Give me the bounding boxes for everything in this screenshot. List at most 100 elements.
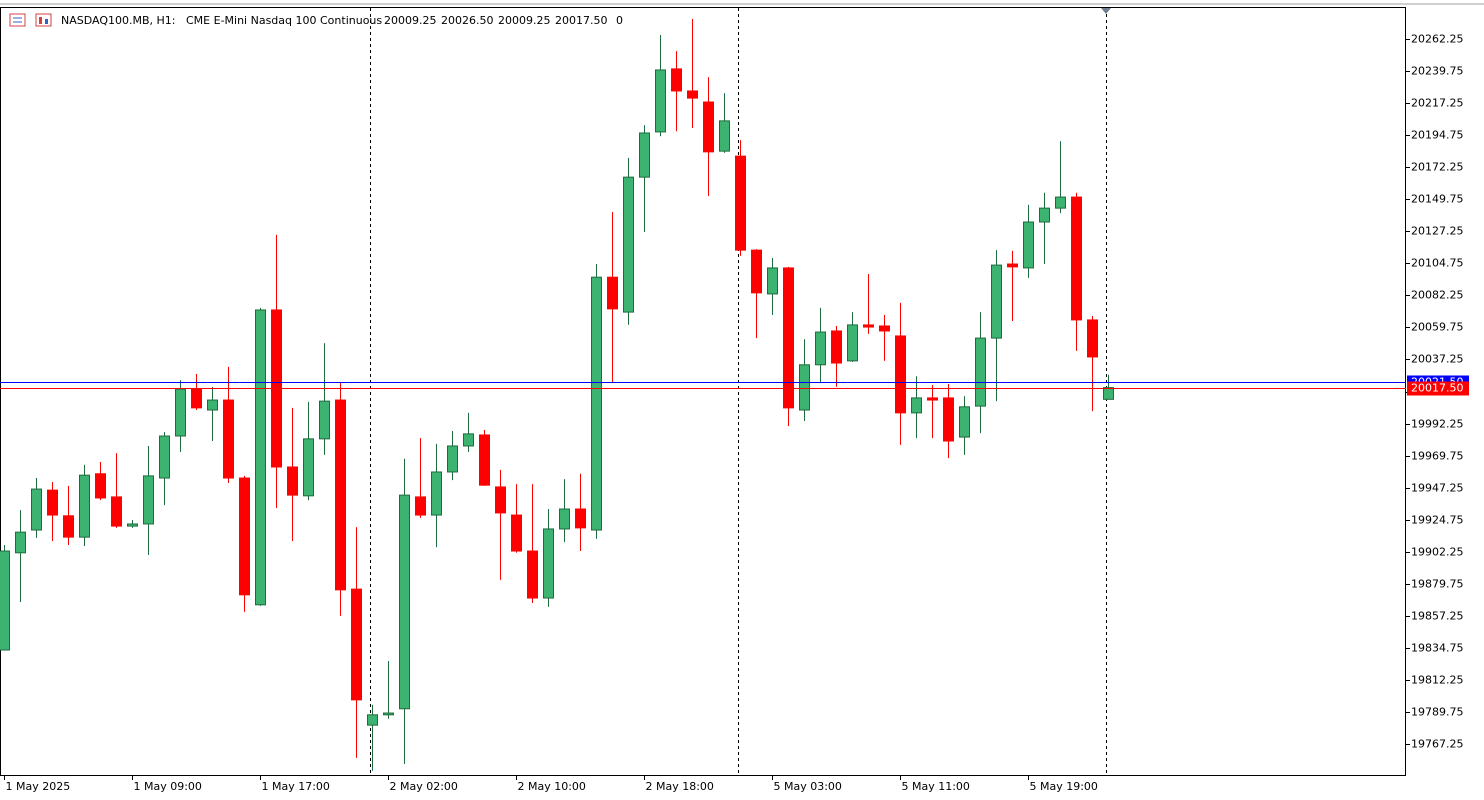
candle-body [591, 276, 602, 531]
candle-body [367, 714, 378, 726]
plot-frame [0, 7, 1406, 776]
candle-body [559, 508, 570, 530]
candle-body [671, 68, 682, 92]
candle-body [735, 155, 746, 251]
candle-body [767, 267, 778, 295]
candle-body [463, 433, 474, 447]
candle-body [431, 471, 442, 516]
candle-body [623, 176, 634, 313]
candle-body [191, 388, 202, 409]
candle-body [127, 523, 138, 527]
x-tick-label: 5 May 03:00 [774, 780, 842, 793]
candle-body [527, 550, 538, 599]
y-tick-label: 19857.25 [1411, 610, 1464, 623]
candle-body [95, 473, 106, 499]
y-tick-label: 20217.25 [1411, 97, 1464, 110]
candle-body [319, 400, 330, 440]
icon-bar [39, 17, 42, 24]
candle-body [1023, 221, 1034, 269]
candle-body [303, 438, 314, 497]
candle-body [783, 267, 794, 409]
candle-body [1071, 196, 1082, 321]
y-tick-label: 19879.75 [1411, 578, 1464, 591]
y-tick-label: 19902.25 [1411, 546, 1464, 559]
x-tick-label: 2 May 18:00 [646, 780, 714, 793]
icon-list [9, 13, 26, 27]
y-tick-label: 20104.75 [1411, 257, 1464, 270]
header-low: 20009.25 [498, 14, 551, 27]
bid-price-label: 20017.50 [1411, 382, 1464, 395]
x-tick-label: 1 May 09:00 [134, 780, 202, 793]
y-tick-label: 20149.75 [1411, 193, 1464, 206]
y-tick-label: 19767.25 [1411, 738, 1464, 751]
icon-bar [45, 19, 48, 24]
y-tick-label: 20194.75 [1411, 129, 1464, 142]
candle-body [175, 388, 186, 437]
candle-body [1055, 196, 1066, 209]
candle-body [207, 399, 218, 411]
candle-body [111, 496, 122, 527]
candle-body [975, 337, 986, 407]
toolbar-icons [9, 13, 52, 27]
candle-body [383, 712, 394, 716]
candle-body [911, 397, 922, 414]
y-tick-label: 20127.25 [1411, 225, 1464, 238]
y-tick-label: 19992.25 [1411, 418, 1464, 431]
candle-body [143, 475, 154, 525]
x-tick-label: 1 May 17:00 [262, 780, 330, 793]
candle-body [447, 445, 458, 473]
candle-body [639, 132, 650, 178]
candle-body [239, 477, 250, 596]
candle-body [879, 325, 890, 332]
icon-chart [35, 13, 52, 27]
bid-price-box [1407, 381, 1469, 396]
candle-body [815, 331, 826, 366]
shift-marker [1101, 8, 1111, 14]
candle-body [847, 324, 858, 362]
candle-body [863, 324, 874, 328]
candle-body [415, 496, 426, 516]
candle-body [287, 466, 298, 496]
x-tick-label: 1 May 2025 [6, 780, 71, 793]
y-tick-label: 19834.75 [1411, 642, 1464, 655]
x-tick-label: 2 May 10:00 [518, 780, 586, 793]
candle-body [159, 435, 170, 479]
y-tick-label: 20082.25 [1411, 289, 1464, 302]
header-high: 20026.50 [441, 14, 494, 27]
candle-body [831, 330, 842, 364]
x-tick-label: 5 May 19:00 [1030, 780, 1098, 793]
candle-body [991, 264, 1002, 339]
candle-body [575, 508, 586, 529]
header-description: CME E-Mini Nasdaq 100 Continuous [186, 14, 382, 27]
candle-body [495, 486, 506, 514]
candle-body [751, 249, 762, 294]
candle-body [607, 276, 618, 310]
candle-body [255, 309, 266, 606]
candle-body [687, 90, 698, 99]
candle-body [719, 120, 730, 152]
candle-body [223, 399, 234, 479]
candle-body [1087, 319, 1098, 358]
y-tick-label: 19969.75 [1411, 450, 1464, 463]
candle-body [543, 528, 554, 599]
y-tick-label: 20262.25 [1411, 33, 1464, 46]
candle-body [63, 515, 74, 538]
candle-body [335, 399, 346, 591]
candle-body [703, 101, 714, 153]
candle-body [1039, 207, 1050, 223]
candle-body [943, 397, 954, 442]
header-symbol: NASDAQ100.MB, H1: [61, 14, 176, 27]
candle-body [799, 364, 810, 411]
candle-body [655, 69, 666, 133]
candle-body [895, 335, 906, 414]
candle-body [0, 550, 10, 651]
candle-body [1103, 387, 1114, 400]
y-tick-label: 19924.75 [1411, 514, 1464, 527]
y-tick-label: 20037.25 [1411, 353, 1464, 366]
y-tick-label: 20239.75 [1411, 65, 1464, 78]
x-tick-label: 2 May 02:00 [390, 780, 458, 793]
y-tick-label: 19789.75 [1411, 706, 1464, 719]
